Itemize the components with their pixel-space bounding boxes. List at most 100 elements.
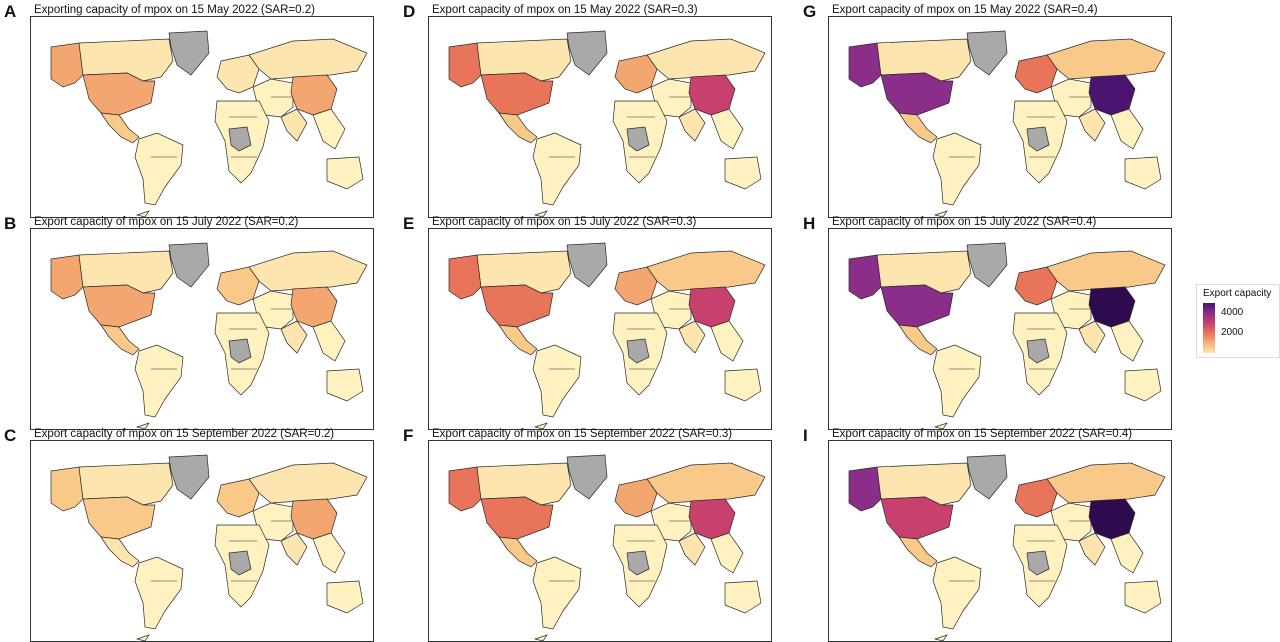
region-india: [678, 532, 706, 566]
region-russia: [248, 462, 368, 504]
panel-letter: D: [403, 2, 416, 21]
region-greenland: [566, 30, 608, 76]
region-greenland: [168, 242, 210, 288]
legend-tick-high: 4000: [1221, 307, 1244, 318]
region-alaska: [448, 466, 482, 512]
region-usa: [880, 496, 954, 540]
region-australia: [724, 156, 762, 190]
region-australia: [724, 580, 762, 614]
region-seasia: [710, 108, 744, 150]
world-map: [50, 242, 368, 429]
world-map: [848, 454, 1166, 641]
region-mexico: [498, 536, 538, 568]
region-australia: [1124, 580, 1162, 614]
legend-tick-low: 2000: [1221, 327, 1244, 338]
panel-letter: B: [4, 214, 17, 233]
region-mexico: [898, 112, 938, 144]
region-central-africa: [626, 338, 650, 364]
region-alaska: [50, 42, 84, 88]
region-alaska: [848, 42, 882, 88]
map-panel-b: [30, 228, 374, 430]
region-mexico: [898, 536, 938, 568]
region-russia: [248, 38, 368, 80]
region-antarctica-tip: [533, 634, 548, 641]
panel-title: Export capacity of mpox on 15 September …: [832, 428, 1133, 440]
region-southam: [932, 132, 982, 206]
region-russia: [248, 250, 368, 292]
region-central-africa: [626, 550, 650, 576]
region-greenland: [168, 30, 210, 76]
region-central-africa: [228, 126, 252, 152]
panel-letter: A: [4, 2, 17, 21]
legend: Export capacity 4000 2000: [1196, 284, 1280, 358]
map-panel-d: [428, 16, 772, 218]
map-panel-a: [30, 16, 374, 218]
region-seasia: [312, 108, 346, 150]
region-seasia: [1110, 320, 1144, 362]
region-alaska: [448, 42, 482, 88]
region-russia: [646, 250, 766, 292]
region-australia: [326, 156, 364, 190]
region-russia: [1046, 250, 1166, 292]
map-panel-f: [428, 440, 772, 642]
region-antarctica-tip: [135, 210, 150, 217]
region-southam: [532, 132, 582, 206]
region-india: [678, 320, 706, 354]
region-russia: [1046, 462, 1166, 504]
panel-title: Export capacity of mpox on 15 July 2022 …: [832, 216, 1097, 228]
world-map: [448, 454, 766, 641]
region-seasia: [710, 320, 744, 362]
region-southam: [932, 344, 982, 418]
region-alaska: [848, 254, 882, 300]
region-mexico: [100, 324, 140, 356]
world-map: [848, 30, 1166, 217]
region-alaska: [50, 466, 84, 512]
world-map: [50, 30, 368, 217]
region-antarctica-tip: [135, 422, 150, 429]
panel-title: Export capacity of mpox on 15 September …: [34, 428, 335, 440]
region-antarctica-tip: [533, 210, 548, 217]
region-antarctica-tip: [933, 422, 948, 429]
region-usa: [82, 284, 156, 328]
panel-title: Export capacity of mpox on 15 September …: [432, 428, 733, 440]
region-usa: [82, 72, 156, 116]
world-map: [448, 242, 766, 429]
panel-letter: C: [4, 426, 17, 445]
region-usa: [880, 72, 954, 116]
panel-letter: G: [803, 2, 817, 21]
region-australia: [326, 580, 364, 614]
map-panel-c: [30, 440, 374, 642]
region-alaska: [448, 254, 482, 300]
region-usa: [880, 284, 954, 328]
region-greenland: [168, 454, 210, 500]
region-greenland: [566, 242, 608, 288]
region-central-africa: [1026, 550, 1050, 576]
region-usa: [480, 284, 554, 328]
panel-letter: F: [403, 426, 414, 445]
region-southam: [932, 556, 982, 630]
region-central-africa: [228, 338, 252, 364]
legend-colorbar: [1203, 303, 1215, 353]
region-russia: [646, 462, 766, 504]
region-greenland: [966, 30, 1008, 76]
map-panel-g: [828, 16, 1172, 218]
region-greenland: [966, 454, 1008, 500]
region-central-africa: [228, 550, 252, 576]
region-seasia: [1110, 108, 1144, 150]
region-southam: [532, 556, 582, 630]
region-mexico: [498, 112, 538, 144]
region-alaska: [848, 466, 882, 512]
panel-letter: E: [403, 214, 415, 233]
region-india: [1078, 532, 1106, 566]
map-panel-h: [828, 228, 1172, 430]
region-antarctica-tip: [135, 634, 150, 641]
region-seasia: [710, 532, 744, 574]
region-russia: [646, 38, 766, 80]
region-russia: [1046, 38, 1166, 80]
region-central-africa: [1026, 338, 1050, 364]
region-southam: [134, 556, 184, 630]
map-panel-i: [828, 440, 1172, 642]
region-greenland: [966, 242, 1008, 288]
region-seasia: [312, 532, 346, 574]
region-mexico: [498, 324, 538, 356]
